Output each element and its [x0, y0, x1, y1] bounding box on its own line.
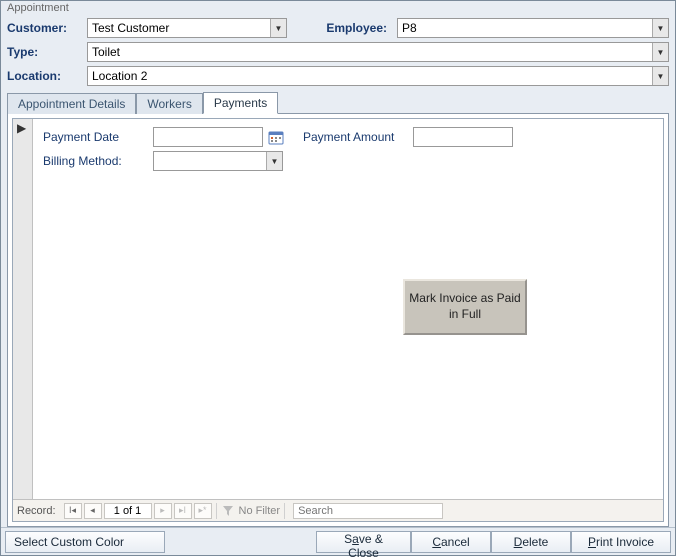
- customer-label: Customer:: [7, 21, 87, 35]
- record-selector-gutter[interactable]: ▶: [13, 119, 33, 499]
- mark-invoice-paid-button[interactable]: Mark Invoice as Paid in Full: [403, 279, 527, 335]
- nav-prev-icon[interactable]: ◂: [84, 503, 102, 519]
- tab-workers[interactable]: Workers: [136, 93, 202, 114]
- nav-next-icon[interactable]: ▸: [154, 503, 172, 519]
- payment-date-label: Payment Date: [43, 130, 153, 144]
- filter-icon: [221, 504, 235, 518]
- location-label: Location:: [7, 69, 87, 83]
- payment-amount-input[interactable]: [413, 127, 513, 147]
- nav-first-icon[interactable]: I◂: [64, 503, 82, 519]
- delete-button[interactable]: Delete: [491, 531, 571, 553]
- record-marker-icon: ▶: [17, 121, 26, 135]
- bottom-button-bar: Select Custom Color Save & Close Cancel …: [1, 527, 675, 555]
- nav-new-icon[interactable]: ▸*: [194, 503, 212, 519]
- type-combo[interactable]: ▼: [87, 42, 669, 62]
- tab-appointment-details[interactable]: Appointment Details: [7, 93, 136, 114]
- location-input[interactable]: [88, 67, 652, 85]
- type-input[interactable]: [88, 43, 652, 61]
- chevron-down-icon[interactable]: ▼: [652, 43, 668, 61]
- customer-input[interactable]: [88, 19, 270, 37]
- employee-combo[interactable]: ▼: [397, 18, 669, 38]
- print-invoice-button[interactable]: Print Invoice: [571, 531, 671, 553]
- cancel-button[interactable]: Cancel: [411, 531, 491, 553]
- chevron-down-icon[interactable]: ▼: [266, 152, 282, 170]
- chevron-down-icon[interactable]: ▼: [652, 19, 668, 37]
- select-custom-color-button[interactable]: Select Custom Color: [5, 531, 165, 553]
- header-form: Customer: ▼ Employee: ▼ Type: ▼ Location…: [1, 15, 675, 91]
- payment-amount-label: Payment Amount: [303, 130, 413, 144]
- type-label: Type:: [7, 45, 87, 59]
- save-close-button[interactable]: Save & Close: [316, 531, 411, 553]
- customer-combo[interactable]: ▼: [87, 18, 287, 38]
- chevron-down-icon[interactable]: ▼: [652, 67, 668, 85]
- location-combo[interactable]: ▼: [87, 66, 669, 86]
- billing-method-label: Billing Method:: [43, 154, 153, 168]
- employee-input[interactable]: [398, 19, 652, 37]
- record-label: Record:: [17, 505, 56, 517]
- record-search-input[interactable]: [293, 503, 443, 519]
- nav-last-icon[interactable]: ▸I: [174, 503, 192, 519]
- tab-payments[interactable]: Payments: [203, 92, 278, 114]
- chevron-down-icon[interactable]: ▼: [270, 19, 286, 37]
- record-counter[interactable]: [104, 503, 152, 519]
- no-filter-label: No Filter: [239, 505, 281, 517]
- appointment-window: Appointment Customer: ▼ Employee: ▼ Type…: [0, 0, 676, 556]
- tab-body: ▶ Payment Date: [7, 113, 669, 527]
- employee-label: Employee:: [317, 21, 397, 35]
- payment-date-input[interactable]: [153, 127, 263, 147]
- payments-subform: ▶ Payment Date: [12, 118, 664, 522]
- tab-strip: Appointment Details Workers Payments: [7, 91, 669, 113]
- window-title: Appointment: [1, 1, 675, 15]
- calendar-icon[interactable]: [267, 128, 285, 146]
- record-navigator: Record: I◂ ◂ ▸ ▸I ▸* No Filter: [13, 499, 663, 521]
- billing-method-combo[interactable]: ▼: [153, 151, 283, 171]
- billing-method-input[interactable]: [154, 152, 266, 170]
